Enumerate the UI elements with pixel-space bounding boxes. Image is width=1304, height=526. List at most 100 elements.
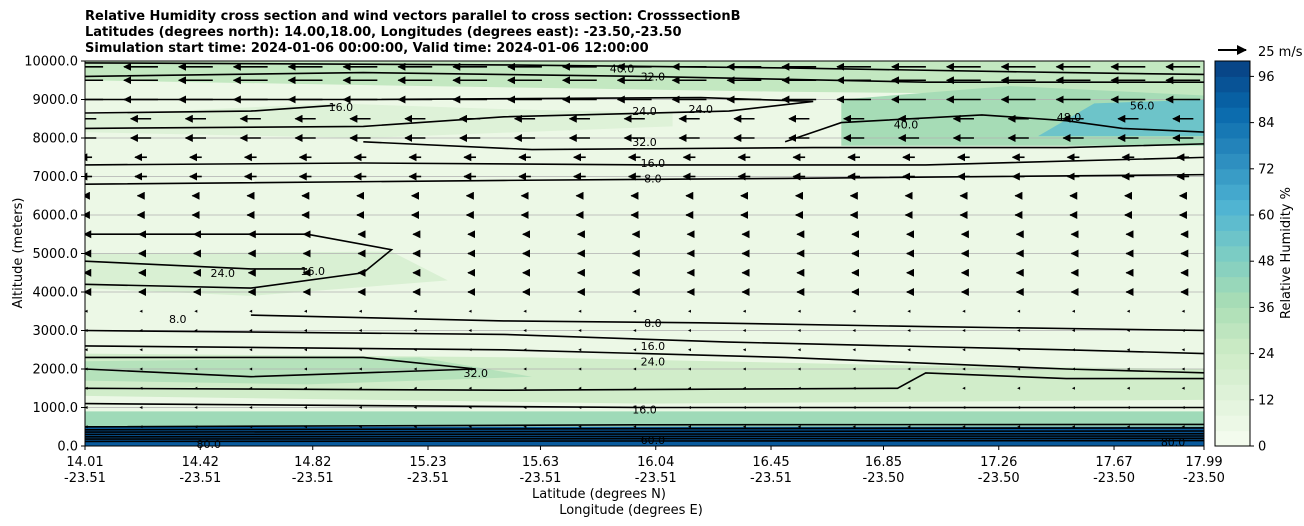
wind-arrow: [797, 348, 801, 352]
wind-arrow: [194, 386, 198, 390]
wind-arrow: [687, 309, 691, 313]
colorbar-segment: [1215, 122, 1250, 139]
wind-arrow: [1017, 329, 1021, 332]
contour-line: [250, 314, 1204, 332]
chart-title-line-2: Latitudes (degrees north): 14.00,18.00, …: [85, 25, 682, 40]
contour-line: [85, 156, 1204, 166]
colorbar-segment: [1215, 338, 1250, 355]
wind-arrow: [358, 367, 362, 371]
x-tick-label-longitude: -23.51: [407, 471, 449, 486]
colorbar-tick-label: 12: [1258, 393, 1275, 408]
wind-arrow: [413, 425, 417, 429]
wind-arrow: [194, 309, 198, 313]
wind-arrow: [852, 425, 856, 429]
wind-arrow: [413, 367, 417, 371]
colorbar-segment: [1215, 430, 1250, 447]
y-axis: 0.0 1000.0 2000.0 3000.0 4000.0 5000.0 6000.0 7…: [24, 55, 85, 455]
x-tick-label-longitude: -23.51: [64, 471, 106, 486]
x-tick-label-latitude: 15.63: [522, 455, 559, 470]
y-tick-label: 5000.0: [33, 247, 79, 262]
x-tick-label-latitude: 16.45: [752, 455, 789, 470]
wind-arrow: [304, 309, 308, 313]
colorbar-tick-label: 60: [1258, 209, 1275, 224]
wind-arrow: [962, 425, 966, 429]
wind-arrow: [633, 367, 637, 371]
wind-arrow: [139, 425, 143, 429]
wind-arrow: [1017, 367, 1021, 371]
colorbar-segment: [1215, 292, 1250, 308]
x-tick-label-longitude: -23.51: [750, 471, 792, 486]
colorbar-segment: [1215, 91, 1250, 108]
humidity-band: [85, 411, 1204, 427]
y-tick-label: 1000.0: [33, 401, 79, 416]
contour-line: [85, 439, 1204, 443]
wind-arrow: [194, 406, 198, 409]
y-tick-label: 10000.0: [24, 55, 78, 70]
wind-arrow: [1017, 425, 1021, 429]
wind-arrow: [852, 329, 856, 332]
wind-arrow: [852, 406, 856, 409]
wind-arrow: [578, 386, 582, 390]
colorbar-segment: [1215, 168, 1250, 185]
wind-arrow: [742, 309, 746, 313]
y-tick-label: 0.0: [57, 440, 78, 455]
wind-arrow: [962, 406, 966, 409]
x-tick-label-longitude: -23.50: [1183, 471, 1225, 486]
wind-arrow: [687, 425, 691, 429]
wind-arrow: [1181, 425, 1185, 429]
wind-arrow: [1126, 406, 1130, 409]
wind-arrow: [304, 367, 308, 371]
wind-arrow: [742, 386, 746, 390]
colorbar-tick-label: 0: [1258, 440, 1266, 455]
colorbar-tick-label: 24: [1258, 347, 1275, 362]
colorbar: 0 12 24 36 48 60 72 84 96: [1214, 60, 1275, 455]
colorbar-segment: [1215, 276, 1250, 293]
y-tick-label: 9000.0: [33, 93, 79, 108]
x-tick-label-latitude: 14.42: [182, 455, 219, 470]
wind-arrow: [1181, 367, 1185, 371]
colorbar-segment: [1215, 107, 1250, 124]
wind-arrow: [797, 367, 801, 371]
wind-arrow: [1071, 386, 1075, 390]
x-axis: 14.01-23.5114.42-23.5114.82-23.5115.23-2…: [64, 446, 1225, 486]
colorbar-frame: [1214, 60, 1251, 447]
humidity-band: [85, 357, 532, 385]
x-tick-label-longitude: -23.51: [520, 471, 562, 486]
wind-arrow: [687, 367, 691, 371]
contour-label: 16.0: [641, 157, 666, 170]
wind-arrow: [578, 329, 582, 332]
contour-line: [85, 430, 1204, 433]
wind-arrow: [358, 406, 362, 409]
contour-label: 56.0: [1130, 99, 1155, 112]
wind-arrow: [413, 348, 417, 352]
wind-arrow: [304, 329, 308, 332]
wind-arrow: [687, 386, 691, 390]
wind-arrow: [85, 425, 88, 429]
wind-arrow: [85, 348, 88, 352]
contour-line: [85, 345, 1204, 374]
wind-arrow: [249, 367, 253, 371]
wind-arrow: [139, 386, 143, 390]
colorbar-segment: [1215, 215, 1250, 231]
colorbar-segment: [1215, 399, 1250, 416]
wind-vectors: [85, 62, 1201, 429]
wind-arrow: [742, 425, 746, 429]
x-tick-label-latitude: 17.67: [1095, 455, 1132, 470]
contour-label: 80.0: [196, 438, 221, 451]
wind-arrow: [578, 367, 582, 371]
wind-arrow: [1017, 386, 1021, 390]
contour-line: [85, 372, 1204, 392]
wind-arrow: [413, 386, 417, 390]
colorbar-tick-label: 72: [1258, 162, 1275, 177]
wind-arrow: [249, 425, 253, 429]
chart-title-line-3: Simulation start time: 2024-01-06 00:00:…: [85, 41, 649, 56]
contour-label: 24.0: [688, 103, 713, 116]
contour-label: 16.0: [632, 403, 657, 416]
wind-arrow: [578, 348, 582, 352]
wind-arrow: [523, 386, 527, 390]
wind-arrow: [85, 329, 88, 332]
colorbar-segment: [1215, 415, 1250, 432]
wind-arrow: [1071, 367, 1075, 371]
